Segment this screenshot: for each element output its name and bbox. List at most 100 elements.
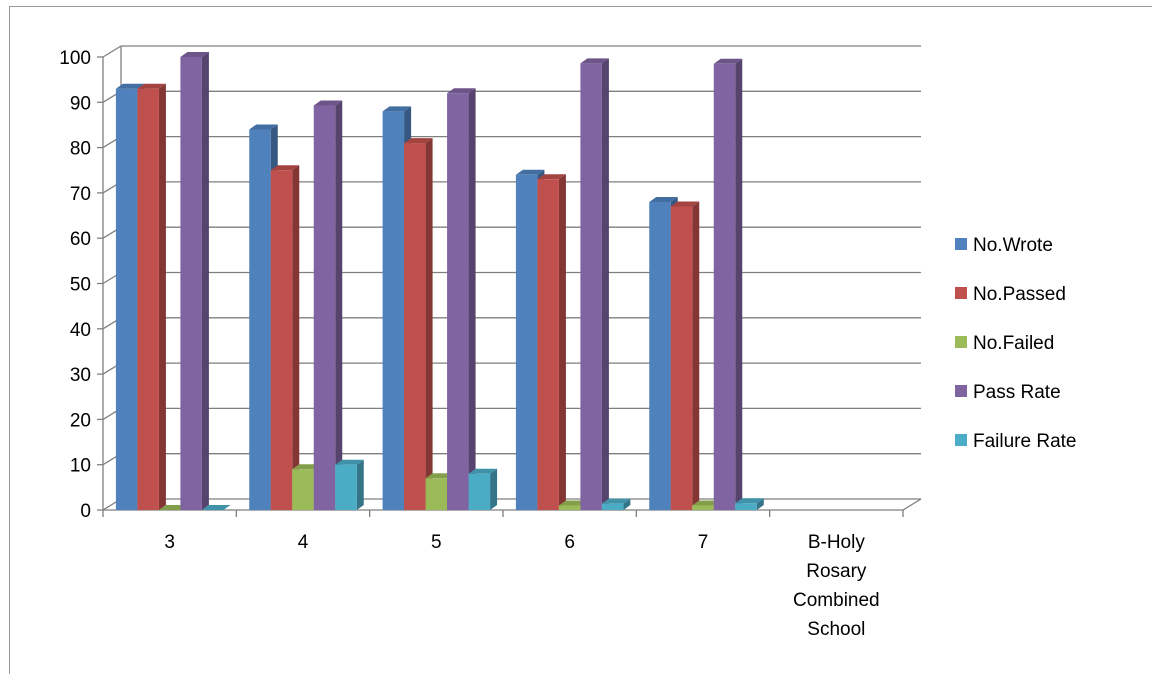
bar (713, 58, 743, 511)
legend-swatch (955, 385, 967, 397)
y-tick-label: 80 (70, 139, 91, 160)
y-tick-label: 90 (70, 93, 91, 114)
bar-top (201, 505, 231, 510)
bar-front (670, 206, 693, 511)
x-tick-label: B-Holy (808, 532, 866, 553)
x-tick-label: 7 (698, 532, 709, 553)
bar (313, 100, 343, 510)
bar-top (425, 473, 455, 479)
bar-side (623, 498, 631, 510)
bar-top (158, 505, 188, 510)
bar-side (468, 88, 476, 511)
bar-front (313, 105, 336, 510)
legend-swatch (955, 287, 967, 299)
bar (270, 165, 300, 510)
bar (180, 52, 209, 510)
bar (158, 505, 188, 510)
y-tick-label: 100 (59, 48, 91, 69)
bar-front (180, 57, 202, 510)
bar-top (270, 165, 300, 171)
bar-front (692, 505, 714, 510)
bar-top (249, 124, 278, 130)
bar-top (180, 52, 209, 57)
y-tick-label: 60 (70, 229, 91, 250)
bar (670, 201, 700, 511)
y-tick-label: 0 (80, 501, 91, 522)
bar (468, 468, 498, 510)
bar-top (537, 174, 566, 180)
bar-front (537, 179, 559, 510)
bar-top (137, 83, 166, 89)
bar (201, 505, 231, 510)
bar-front (735, 503, 757, 510)
bar-side (756, 498, 764, 510)
bar-front (270, 170, 293, 510)
bar-front (713, 63, 736, 511)
bar-front (558, 505, 581, 510)
bar (580, 58, 609, 510)
bar (404, 138, 433, 510)
bar (335, 459, 364, 510)
bar-front (447, 93, 469, 511)
bar (735, 498, 764, 510)
bar-front (292, 469, 314, 510)
bar-side (558, 174, 566, 510)
bar-side (158, 83, 166, 511)
bar-front (468, 473, 491, 510)
bar-front (382, 111, 405, 511)
bar-side (490, 468, 498, 510)
bar (447, 88, 476, 511)
bar-top (735, 498, 764, 504)
bar-side (425, 138, 433, 510)
floor-right-edge (902, 498, 922, 511)
y-tick-label: 30 (70, 365, 91, 386)
bar-top (580, 58, 609, 64)
legend-label: No.Failed (973, 333, 1054, 354)
bar (537, 174, 566, 510)
bar-side (735, 58, 743, 511)
x-tick-label: 5 (431, 532, 442, 553)
bar-top (692, 500, 721, 506)
bar-front (601, 503, 624, 510)
y-tick-label: 40 (70, 320, 91, 341)
bar-top (713, 58, 743, 64)
legend-label: Failure Rate (973, 431, 1077, 452)
bar-front (335, 464, 357, 510)
x-tick-label: 4 (298, 532, 309, 553)
bar-top (468, 468, 498, 474)
bar-top (404, 138, 433, 144)
x-tick-label: Rosary (806, 561, 867, 582)
bar-top (515, 169, 545, 175)
legend-swatch (955, 434, 967, 446)
bar-top (447, 88, 476, 94)
legend-swatch (955, 238, 967, 250)
bar-front (137, 88, 159, 511)
legend-label: No.Passed (973, 284, 1066, 305)
bar (137, 83, 166, 511)
bar-top (649, 196, 678, 202)
chart-frame (9, 6, 1152, 674)
bar-top (601, 498, 631, 504)
x-tick-label: 6 (564, 532, 575, 553)
gridline-side (102, 45, 122, 58)
y-tick-label: 70 (70, 184, 91, 205)
y-tick-label: 20 (70, 410, 91, 431)
bar-side (601, 58, 609, 510)
bar-front (649, 201, 671, 510)
bar-side (292, 165, 300, 510)
y-tick-label: 50 (70, 275, 91, 296)
legend-swatch (955, 336, 967, 348)
bar-top (335, 459, 364, 465)
bar-top (558, 500, 588, 506)
x-tick-label: 3 (164, 532, 175, 553)
x-tick-label: Combined (793, 590, 880, 611)
bar-top (292, 464, 321, 470)
bar-side (356, 459, 364, 510)
y-tick-label: 10 (70, 456, 91, 477)
bar-side (692, 201, 700, 511)
bar-side (201, 52, 209, 510)
bar-side (335, 100, 343, 510)
bar-top (670, 201, 700, 207)
bar-top (115, 83, 145, 89)
bar-front (249, 129, 271, 511)
